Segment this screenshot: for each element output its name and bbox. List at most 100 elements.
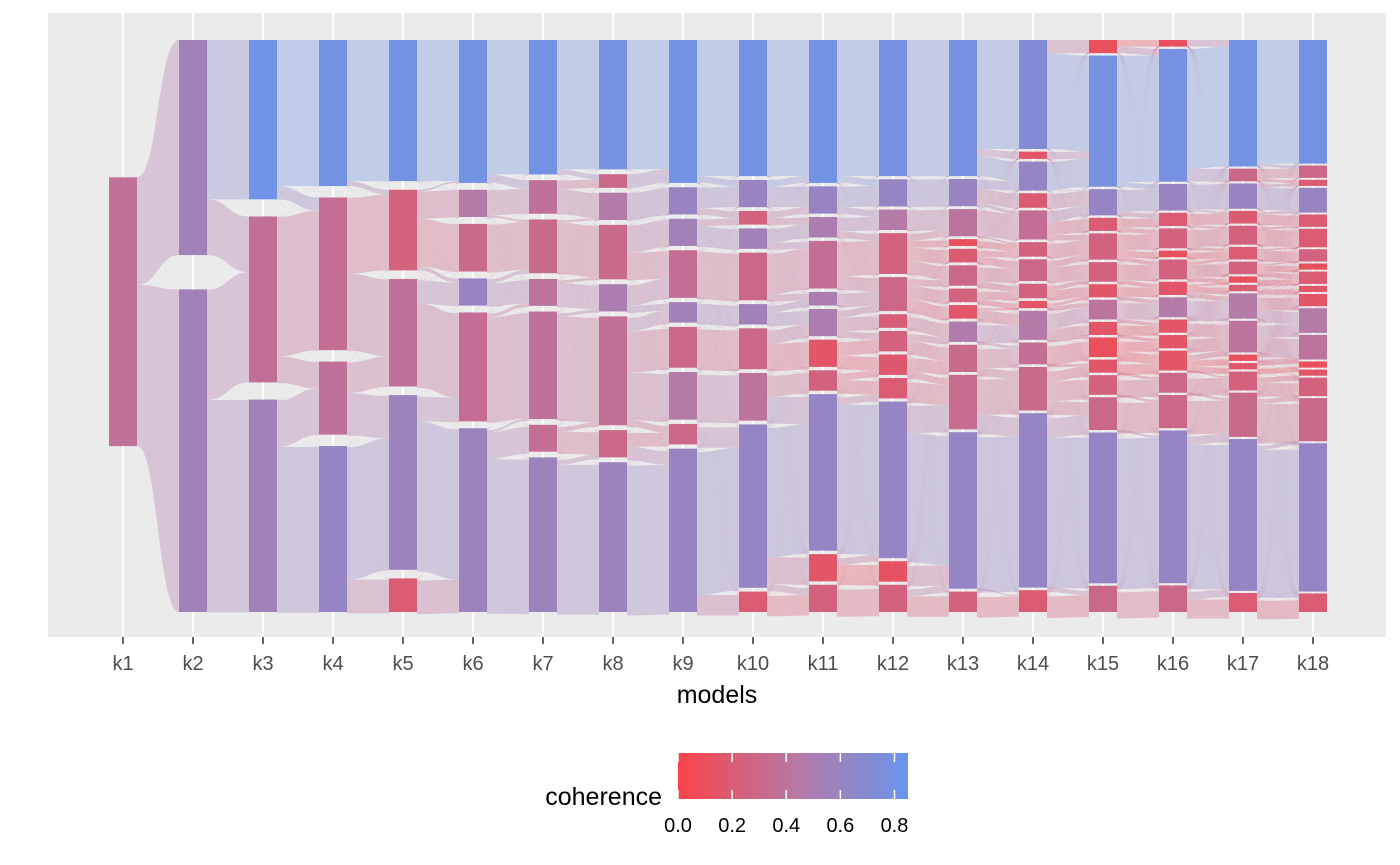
link-k16-1-to-k17-8 — [1187, 181, 1229, 286]
link-k12-11-to-k13-7 — [907, 318, 949, 589]
node-k5-2 — [389, 278, 417, 387]
node-k16-3 — [1159, 212, 1187, 227]
link-k17-16-to-k18-4 — [1257, 226, 1299, 596]
link-k12-2-to-k13-11 — [907, 230, 949, 434]
link-k7-1-to-k8-3 — [557, 213, 599, 226]
link-k13-9-to-k14-2 — [977, 190, 1019, 347]
link-k11-10-to-k12-1 — [837, 206, 879, 586]
link-k17-13-to-k18-4 — [1257, 226, 1299, 374]
link-k17-1-to-k18-6 — [1257, 181, 1299, 251]
link-k15-7-to-k16-14 — [1117, 319, 1159, 434]
node-k9-8 — [669, 448, 697, 612]
link-k12-4-to-k13-8 — [907, 311, 949, 324]
link-k7-4-to-k8-7 — [557, 419, 599, 465]
link-k13-8-to-k14-4 — [977, 239, 1019, 324]
link-k14-2-to-k15-9 — [1047, 190, 1089, 339]
link-k17-12-to-k18-12 — [1257, 359, 1299, 369]
link-k16-8-to-k17-8 — [1187, 291, 1229, 302]
link-k12-8-to-k13-4 — [907, 262, 949, 381]
link-k16-15-to-k17-13 — [1187, 390, 1229, 592]
link-k14-6-to-k15-6 — [1047, 281, 1089, 288]
link-k13-10-to-k14-8 — [977, 308, 1019, 379]
link-k5-4-to-k6-4 — [417, 421, 459, 581]
link-k17-10-to-k18-16 — [1257, 352, 1299, 403]
link-k15-11-to-k16-1 — [1117, 181, 1159, 377]
link-k10-6-to-k11-9 — [767, 369, 809, 558]
link-k17-8-to-k18-15 — [1257, 291, 1299, 382]
link-k12-8-to-k13-9 — [907, 372, 949, 383]
link-k5-0-to-k6-5 — [417, 181, 459, 429]
link-k13-7-to-k14-12 — [977, 318, 1019, 417]
link-k16-15-to-k17-11 — [1187, 360, 1229, 591]
node-k14-6 — [1019, 259, 1047, 282]
link-k16-3-to-k17-11 — [1187, 226, 1229, 357]
legend-ticks: 0.0 0.2 0.4 0.6 0.8 — [664, 753, 908, 837]
link-k17-13-to-k18-14 — [1257, 375, 1299, 383]
link-k17-3-to-k18-16 — [1257, 223, 1299, 400]
link-k12-10-to-k13-3 — [907, 245, 949, 563]
link-k17-11-to-k18-9 — [1257, 292, 1299, 359]
link-k17-9-to-k18-3 — [1257, 212, 1299, 296]
link-k16-3-to-k17-3 — [1187, 213, 1229, 226]
link-k15-12-to-k16-3 — [1117, 226, 1159, 399]
link-k14-7-to-k15-0 — [1047, 53, 1089, 285]
link-k15-7-to-k16-6 — [1117, 279, 1159, 303]
link-k12-5-to-k13-2 — [907, 236, 949, 316]
link-k6-3-to-k7-3 — [487, 280, 529, 307]
link-k8-2-to-k9-0 — [627, 182, 669, 194]
link-k16-5-to-k17-1 — [1187, 181, 1229, 252]
link-k16-5-to-k17-9 — [1187, 257, 1229, 296]
link-k16-8-to-k17-1 — [1187, 181, 1229, 299]
link-k12-10-to-k13-6 — [907, 302, 949, 565]
link-k16-9-to-k17-13 — [1187, 332, 1229, 376]
node-k13-5 — [949, 265, 977, 286]
link-k13-5-to-k14-3 — [977, 207, 1019, 268]
link-k12-7-to-k13-10 — [907, 371, 949, 385]
node-k4-0 — [319, 40, 347, 187]
link-k16-9-to-k17-9 — [1187, 318, 1229, 324]
node-k11-8 — [809, 394, 837, 551]
link-k14-10-to-k15-1 — [1047, 186, 1089, 344]
node-k15-4 — [1089, 233, 1117, 260]
link-k6-0-to-k7-2 — [487, 182, 529, 220]
link-k15-10-to-k16-2 — [1117, 210, 1159, 361]
link-k16-9-to-k17-11 — [1187, 332, 1229, 359]
link-k9-2-to-k10-9 — [697, 245, 739, 593]
node-k14-10 — [1019, 342, 1047, 365]
link-k11-2-to-k12-3 — [837, 231, 879, 241]
link-k12-1-to-k13-11 — [907, 206, 949, 434]
link-k15-10-to-k16-12 — [1117, 372, 1159, 380]
link-k15-4-to-k16-7 — [1117, 259, 1159, 284]
link-k15-9-to-k16-2 — [1117, 210, 1159, 339]
link-k13-9-to-k14-3 — [977, 207, 1019, 347]
link-k8-4-to-k9-8 — [627, 311, 669, 451]
link-k13-6-to-k14-11 — [977, 302, 1019, 370]
link-k17-1-to-k18-14 — [1257, 181, 1299, 371]
link-k15-8-to-k16-10 — [1117, 335, 1159, 342]
link-k10-8-to-k11-9 — [767, 557, 809, 585]
link-k16-11-to-k17-12 — [1187, 366, 1229, 375]
link-k14-13-to-k15-13 — [1047, 583, 1089, 597]
link-k13-5-to-k14-0 — [977, 148, 1019, 266]
link-k14-1-to-k15-6 — [1047, 158, 1089, 286]
link-k16-3-to-k17-9 — [1187, 226, 1229, 296]
link-k16-11-to-k17-7 — [1187, 282, 1229, 355]
link-k10-4-to-k11-0 — [767, 182, 809, 254]
link-k12-1-to-k13-2 — [907, 206, 949, 210]
link-k17-8-to-k18-13 — [1257, 291, 1299, 366]
link-k16-14-to-k17-7 — [1187, 282, 1229, 434]
link-k15-6-to-k16-4 — [1117, 248, 1159, 287]
node-k16-11 — [1159, 350, 1187, 371]
link-k16-13-to-k17-8 — [1187, 291, 1229, 399]
link-k17-10-to-k18-4 — [1257, 226, 1299, 323]
link-k17-6-to-k18-18 — [1257, 274, 1299, 597]
link-k8-0-to-k9-5 — [627, 169, 669, 328]
link-k17-16-to-k18-5 — [1257, 247, 1299, 596]
node-k16-13 — [1159, 395, 1187, 429]
link-k16-13-to-k17-6 — [1187, 274, 1229, 399]
link-k16-2-to-k17-11 — [1187, 210, 1229, 356]
link-k17-1-to-k18-18 — [1257, 181, 1299, 595]
link-k15-10-to-k16-14 — [1117, 372, 1159, 436]
link-k12-0-to-k13-3 — [907, 176, 949, 240]
link-k17-5-to-k18-7 — [1257, 259, 1299, 267]
